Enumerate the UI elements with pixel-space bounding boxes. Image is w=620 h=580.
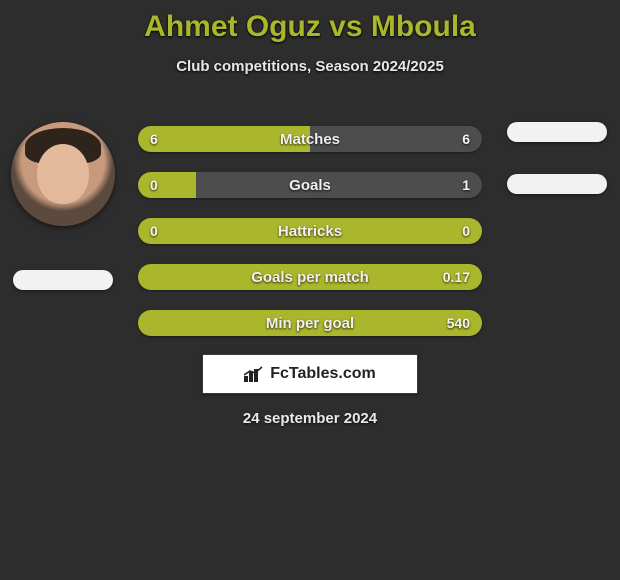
brand-text: FcTables.com [270, 365, 376, 383]
stat-bar-right [196, 172, 482, 198]
stat-bar: 00Hattricks [138, 218, 482, 244]
brand-chart-icon [244, 366, 264, 382]
player-right-column [502, 122, 612, 194]
stat-bar-left [138, 310, 482, 336]
stat-value-right: 1 [462, 172, 470, 198]
stat-value-left: 0 [150, 218, 158, 244]
brand-box: FcTables.com [202, 354, 418, 394]
stat-bar: 01Goals [138, 172, 482, 198]
date-text: 24 september 2024 [0, 410, 620, 427]
player-left-team-pill [13, 270, 113, 290]
stat-bar-left [138, 264, 482, 290]
stat-bar: 540Min per goal [138, 310, 482, 336]
stat-value-right: 540 [447, 310, 470, 336]
stat-bar: 66Matches [138, 126, 482, 152]
stat-bar-left [138, 218, 482, 244]
player-left-column [8, 122, 118, 290]
stat-bar-left [138, 126, 310, 152]
stat-bar: 0.17Goals per match [138, 264, 482, 290]
stat-value-right: 0 [462, 218, 470, 244]
stat-value-right: 6 [462, 126, 470, 152]
stat-bars-container: 66Matches01Goals00Hattricks0.17Goals per… [138, 126, 482, 356]
player-left-avatar [11, 122, 115, 226]
player-right-team-pill-1 [507, 122, 607, 142]
stat-bar-left [138, 172, 196, 198]
player-right-team-pill-2 [507, 174, 607, 194]
page-title: Ahmet Oguz vs Mboula [0, 0, 620, 44]
stat-value-right: 0.17 [443, 264, 470, 290]
page-subtitle: Club competitions, Season 2024/2025 [0, 58, 620, 75]
stat-value-left: 6 [150, 126, 158, 152]
stat-bar-right [310, 126, 482, 152]
stat-value-left: 0 [150, 172, 158, 198]
